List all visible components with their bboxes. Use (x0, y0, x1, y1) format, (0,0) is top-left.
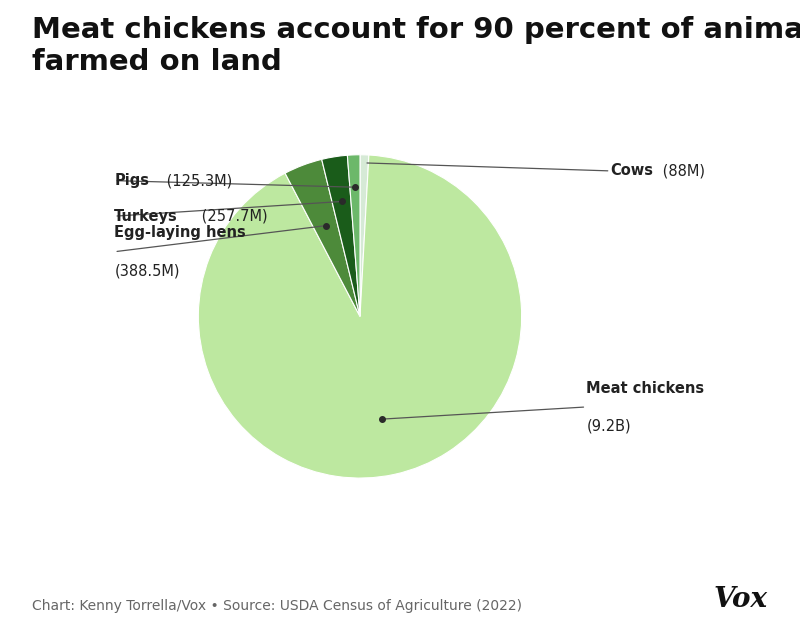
Text: Turkeys: Turkeys (114, 209, 178, 224)
Text: Vox: Vox (714, 586, 768, 613)
Text: (9.2B): (9.2B) (586, 419, 631, 433)
Wedge shape (198, 155, 522, 478)
Text: Cows: Cows (610, 163, 654, 178)
Text: Chart: Kenny Torrella/Vox • Source: USDA Census of Agriculture (2022): Chart: Kenny Torrella/Vox • Source: USDA… (32, 599, 522, 613)
Text: Meat chickens account for 90 percent of animals
farmed on land: Meat chickens account for 90 percent of … (32, 16, 800, 76)
Text: (257.7M): (257.7M) (198, 209, 268, 224)
Text: (388.5M): (388.5M) (114, 263, 180, 278)
Wedge shape (285, 160, 360, 317)
Text: Pigs: Pigs (114, 173, 150, 188)
Text: Meat chickens: Meat chickens (586, 381, 705, 396)
Wedge shape (347, 155, 360, 317)
Text: (125.3M): (125.3M) (162, 173, 232, 188)
Wedge shape (360, 155, 369, 317)
Text: (88M): (88M) (658, 163, 705, 178)
Wedge shape (322, 155, 360, 317)
Text: Egg-laying hens: Egg-laying hens (114, 225, 246, 240)
